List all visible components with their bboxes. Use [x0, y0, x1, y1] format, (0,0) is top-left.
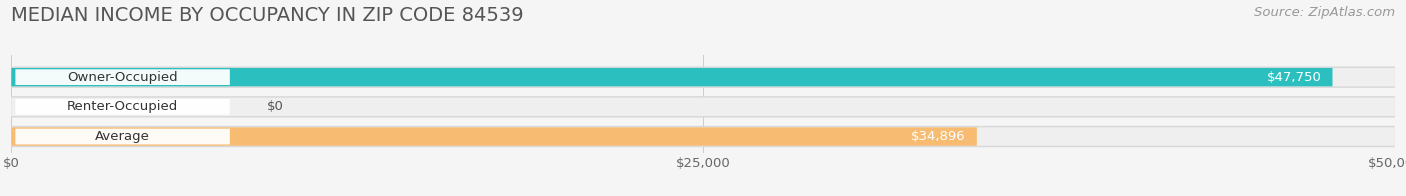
FancyBboxPatch shape	[15, 129, 229, 144]
Text: Owner-Occupied: Owner-Occupied	[67, 71, 179, 84]
FancyBboxPatch shape	[15, 99, 229, 115]
FancyBboxPatch shape	[11, 68, 1395, 86]
FancyBboxPatch shape	[11, 66, 1395, 88]
FancyBboxPatch shape	[11, 98, 1395, 116]
FancyBboxPatch shape	[11, 127, 1395, 146]
Text: Renter-Occupied: Renter-Occupied	[67, 100, 179, 113]
FancyBboxPatch shape	[15, 69, 229, 85]
Text: MEDIAN INCOME BY OCCUPANCY IN ZIP CODE 84539: MEDIAN INCOME BY OCCUPANCY IN ZIP CODE 8…	[11, 6, 524, 25]
Text: Source: ZipAtlas.com: Source: ZipAtlas.com	[1254, 6, 1395, 19]
FancyBboxPatch shape	[11, 68, 1333, 86]
Text: $47,750: $47,750	[1267, 71, 1322, 84]
Text: Average: Average	[96, 130, 150, 143]
FancyBboxPatch shape	[11, 96, 1395, 118]
FancyBboxPatch shape	[11, 127, 977, 146]
Text: $34,896: $34,896	[911, 130, 966, 143]
FancyBboxPatch shape	[11, 126, 1395, 147]
Text: $0: $0	[267, 100, 284, 113]
